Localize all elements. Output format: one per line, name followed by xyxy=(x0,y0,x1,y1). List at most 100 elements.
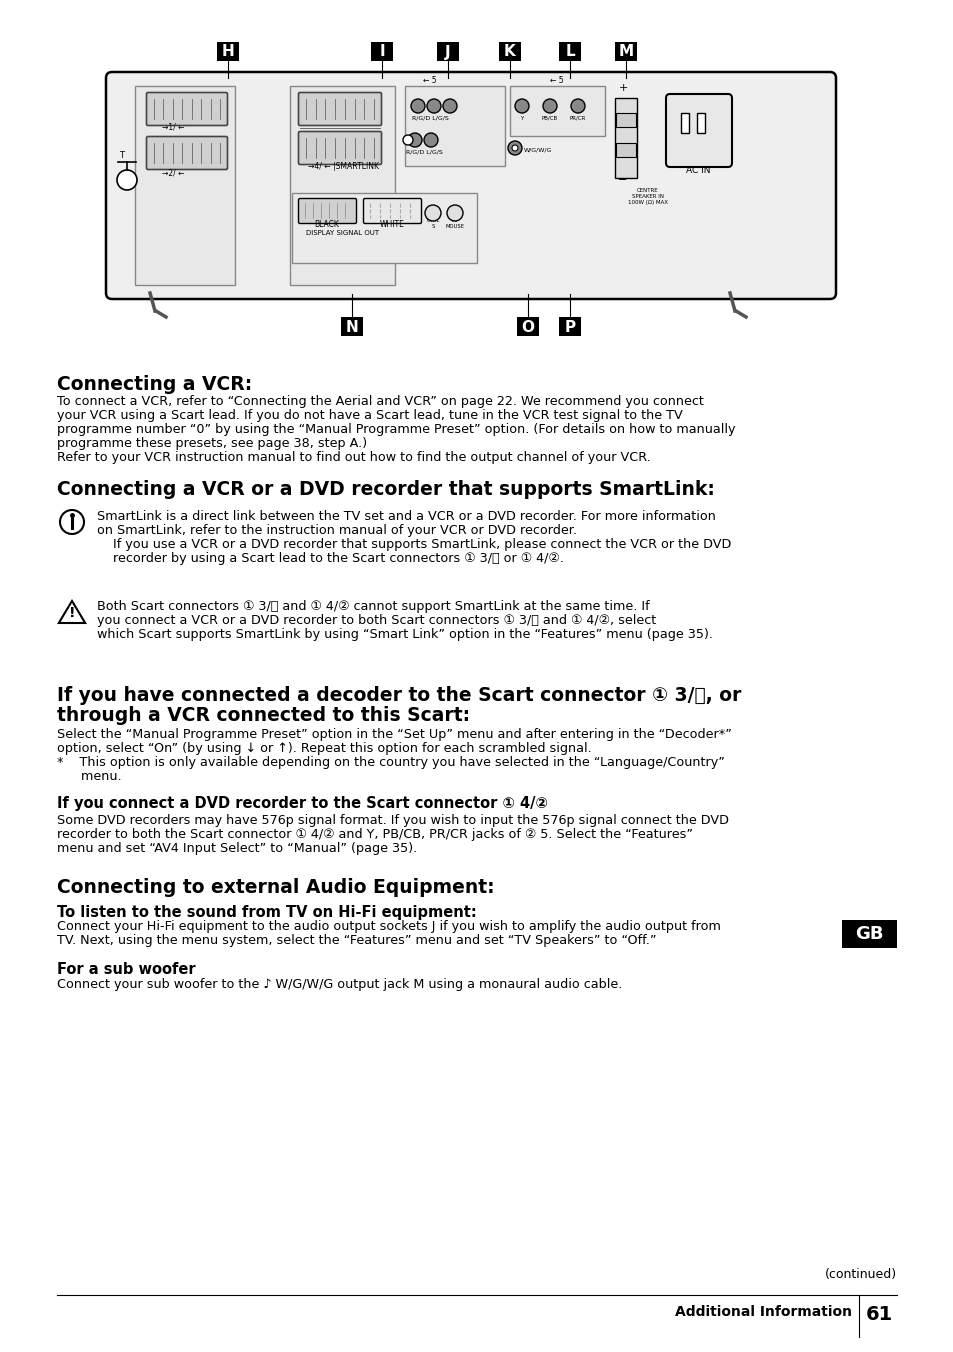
Text: L: L xyxy=(564,45,575,59)
FancyBboxPatch shape xyxy=(298,199,356,223)
Circle shape xyxy=(117,170,137,191)
Text: →4/ ← |SMARTLINK: →4/ ← |SMARTLINK xyxy=(308,162,378,170)
Text: recorder by using a Scart lead to the Scart connectors ① 3/Ⓢ or ① 4/②.: recorder by using a Scart lead to the Sc… xyxy=(97,552,563,565)
Text: P: P xyxy=(564,319,575,334)
Text: TV. Next, using the menu system, select the “Features” menu and set “TV Speakers: TV. Next, using the menu system, select … xyxy=(57,934,656,946)
Text: programme these presets, see page 38, step A.): programme these presets, see page 38, st… xyxy=(57,437,367,450)
Text: SmartLink is a direct link between the TV set and a VCR or a DVD recorder. For m: SmartLink is a direct link between the T… xyxy=(97,510,715,523)
Circle shape xyxy=(515,99,529,114)
Text: Some DVD recorders may have 576p signal format. If you wish to input the 576p si: Some DVD recorders may have 576p signal … xyxy=(57,814,728,827)
FancyBboxPatch shape xyxy=(298,131,381,165)
FancyBboxPatch shape xyxy=(106,72,835,299)
Text: Y: Y xyxy=(519,116,523,120)
Text: To connect a VCR, refer to “Connecting the Aerial and VCR” on page 22. We recomm: To connect a VCR, refer to “Connecting t… xyxy=(57,395,703,408)
Text: ← 5: ← 5 xyxy=(550,76,563,85)
Text: ← 5: ← 5 xyxy=(423,76,436,85)
Circle shape xyxy=(424,206,440,220)
Bar xyxy=(616,114,636,127)
FancyBboxPatch shape xyxy=(135,87,234,285)
Text: BLACK: BLACK xyxy=(314,220,339,228)
Text: +: + xyxy=(618,82,627,93)
Circle shape xyxy=(507,141,521,155)
Text: PB/CB: PB/CB xyxy=(541,116,558,120)
Bar xyxy=(615,97,637,178)
Bar xyxy=(841,919,896,948)
FancyBboxPatch shape xyxy=(290,87,395,285)
Circle shape xyxy=(60,510,84,534)
Text: To listen to the sound from TV on Hi-Fi equipment:: To listen to the sound from TV on Hi-Fi … xyxy=(57,904,476,919)
FancyBboxPatch shape xyxy=(363,199,421,223)
Text: Refer to your VCR instruction manual to find out how to find the output channel : Refer to your VCR instruction manual to … xyxy=(57,452,650,464)
Circle shape xyxy=(408,132,421,147)
Text: K: K xyxy=(503,45,516,59)
FancyBboxPatch shape xyxy=(665,95,731,168)
Text: PR/CR: PR/CR xyxy=(569,116,585,120)
Circle shape xyxy=(542,99,557,114)
Text: AV
MOUSE: AV MOUSE xyxy=(445,218,464,228)
Text: W/G/W/G: W/G/W/G xyxy=(523,147,552,153)
Text: M: M xyxy=(618,45,633,59)
Text: on SmartLink, refer to the instruction manual of your VCR or DVD recorder.: on SmartLink, refer to the instruction m… xyxy=(97,525,577,537)
Text: N: N xyxy=(345,319,358,334)
Text: If you have connected a decoder to the Scart connector ① 3/Ⓢ, or: If you have connected a decoder to the S… xyxy=(57,685,740,704)
Bar xyxy=(436,42,458,61)
Text: you connect a VCR or a DVD recorder to both Scart connectors ① 3/Ⓢ and ① 4/②, se: you connect a VCR or a DVD recorder to b… xyxy=(97,614,656,627)
Bar xyxy=(340,316,363,337)
Text: J: J xyxy=(445,45,451,59)
Bar xyxy=(216,42,239,61)
Text: DISPLAY SIGNAL OUT: DISPLAY SIGNAL OUT xyxy=(306,230,379,237)
FancyBboxPatch shape xyxy=(405,87,504,166)
Text: Connecting to external Audio Equipment:: Connecting to external Audio Equipment: xyxy=(57,877,494,896)
Text: Connecting a VCR:: Connecting a VCR: xyxy=(57,375,252,393)
Text: If you connect a DVD recorder to the Scart connector ① 4/②: If you connect a DVD recorder to the Sca… xyxy=(57,796,547,811)
Text: !: ! xyxy=(69,606,75,621)
Text: Select the “Manual Programme Preset” option in the “Set Up” menu and after enter: Select the “Manual Programme Preset” opt… xyxy=(57,727,731,741)
Text: R/G/D L/G/S: R/G/D L/G/S xyxy=(405,149,442,154)
Text: Both Scart connectors ① 3/Ⓢ and ① 4/② cannot support SmartLink at the same time.: Both Scart connectors ① 3/Ⓢ and ① 4/② ca… xyxy=(97,600,649,612)
Text: Connect your Hi-Fi equipment to the audio output sockets J if you wish to amplif: Connect your Hi-Fi equipment to the audi… xyxy=(57,919,720,933)
Circle shape xyxy=(427,99,440,114)
FancyBboxPatch shape xyxy=(510,87,604,137)
Circle shape xyxy=(571,99,584,114)
FancyBboxPatch shape xyxy=(298,92,381,126)
Text: CENTRE
SPEAKER IN
100W (Ω) MAX: CENTRE SPEAKER IN 100W (Ω) MAX xyxy=(627,188,667,204)
Text: H: H xyxy=(221,45,234,59)
Text: Connecting a VCR or a DVD recorder that supports SmartLink:: Connecting a VCR or a DVD recorder that … xyxy=(57,480,714,499)
Text: GB: GB xyxy=(854,925,882,942)
Text: I: I xyxy=(378,45,384,59)
Text: Connect your sub woofer to the ♪ W/G/W/G output jack M using a monaural audio ca: Connect your sub woofer to the ♪ W/G/W/G… xyxy=(57,977,621,991)
Circle shape xyxy=(442,99,456,114)
Text: →1/ ←: →1/ ← xyxy=(162,123,184,132)
Text: your VCR using a Scart lead. If you do not have a Scart lead, tune in the VCR te: your VCR using a Scart lead. If you do n… xyxy=(57,410,682,422)
Text: 61: 61 xyxy=(864,1305,892,1324)
Circle shape xyxy=(447,206,462,220)
Bar xyxy=(558,42,580,61)
Circle shape xyxy=(411,99,424,114)
Text: AC IN: AC IN xyxy=(685,166,709,174)
Text: *    This option is only available depending on the country you have selected in: * This option is only available dependin… xyxy=(57,756,724,769)
Text: →2/ ←: →2/ ← xyxy=(162,168,184,177)
Bar xyxy=(615,42,637,61)
Text: CTRL
S: CTRL S xyxy=(426,218,439,228)
Text: which Scart supports SmartLink by using “Smart Link” option in the “Features” me: which Scart supports SmartLink by using … xyxy=(97,627,712,641)
Bar xyxy=(616,143,636,157)
Text: recorder to both the Scart connector ① 4/② and Y, PB/CB, PR/CR jacks of ② 5. Sel: recorder to both the Scart connector ① 4… xyxy=(57,827,692,841)
Text: R/G/D L/G/S: R/G/D L/G/S xyxy=(411,116,448,120)
Bar xyxy=(371,42,393,61)
Bar xyxy=(680,114,688,132)
Text: T: T xyxy=(119,151,125,160)
Text: menu.: menu. xyxy=(57,771,121,783)
Polygon shape xyxy=(59,602,85,623)
Bar xyxy=(517,316,538,337)
Text: (continued): (continued) xyxy=(824,1268,896,1280)
Text: For a sub woofer: For a sub woofer xyxy=(57,963,195,977)
Circle shape xyxy=(512,145,517,151)
FancyBboxPatch shape xyxy=(292,193,476,264)
Text: O: O xyxy=(521,319,534,334)
Text: WHITE: WHITE xyxy=(379,220,404,228)
Circle shape xyxy=(423,132,437,147)
Text: Additional Information: Additional Information xyxy=(675,1305,851,1320)
Text: programme number “0” by using the “Manual Programme Preset” option. (For details: programme number “0” by using the “Manua… xyxy=(57,423,735,435)
Text: If you use a VCR or a DVD recorder that supports SmartLink, please connect the V: If you use a VCR or a DVD recorder that … xyxy=(97,538,731,552)
Text: menu and set “AV4 Input Select” to “Manual” (page 35).: menu and set “AV4 Input Select” to “Manu… xyxy=(57,842,416,854)
